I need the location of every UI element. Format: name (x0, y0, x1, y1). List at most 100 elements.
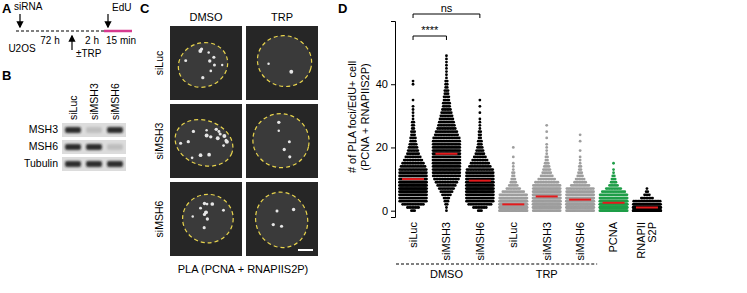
dot (445, 64, 448, 67)
micrograph (246, 26, 318, 100)
blot-band (107, 144, 123, 150)
row-label: siLuc (153, 51, 165, 76)
dot (425, 168, 428, 171)
panel-a: siRNAEdU72 h2 h15 minU2OS±TRP (8, 1, 136, 59)
dot (559, 200, 562, 203)
series (498, 146, 528, 212)
panel-letter: A (2, 1, 12, 16)
pla-spot (272, 223, 275, 226)
y-axis-line (391, 22, 396, 218)
pla-spot (204, 210, 208, 214)
pla-spot (209, 135, 212, 138)
pla-spot (222, 134, 226, 138)
tick-label: 20 (376, 141, 388, 153)
panel-c: DMSOTRPsiLucsiMSH3siMSH6PLA (PCNA + RNAP… (153, 11, 318, 275)
label: siRNA (14, 1, 43, 12)
micrograph-bg (170, 26, 242, 100)
pla-spot (199, 207, 202, 210)
dot (425, 200, 428, 203)
dot (512, 146, 515, 149)
dot (492, 184, 495, 187)
label: 72 h (40, 35, 59, 46)
pla-spot (267, 63, 269, 65)
blot-strip (62, 157, 126, 171)
dot (445, 67, 448, 70)
micrograph (246, 182, 318, 256)
pla-spot (288, 155, 291, 158)
pla-spot (280, 225, 283, 228)
pla-spot (222, 209, 225, 212)
dot (492, 193, 495, 196)
tick-mark (391, 84, 395, 85)
pla-spot (207, 153, 211, 157)
timeline-dashed (16, 30, 104, 32)
lane-label: siMSH3 (88, 83, 100, 120)
dot (478, 121, 481, 124)
pla-spot (212, 56, 215, 59)
nucleus (183, 194, 234, 243)
axis-title: # of PLA foci/EdU+ cell (346, 61, 358, 173)
dot (448, 105, 451, 108)
dot (480, 209, 483, 212)
dot (455, 181, 458, 184)
pla-spot (210, 202, 214, 206)
dot (414, 140, 417, 143)
micrograph (246, 104, 318, 178)
dot (490, 203, 493, 206)
blot-band (65, 127, 81, 133)
tick-label: 0 (382, 205, 388, 217)
dot (412, 127, 415, 130)
dot (450, 111, 453, 114)
dot (412, 99, 415, 102)
dot (453, 124, 456, 127)
dot (526, 200, 529, 203)
timeline-edu (104, 30, 132, 33)
arrow (107, 14, 108, 27)
dot (514, 181, 517, 184)
dot (458, 149, 461, 152)
mean-line (435, 153, 457, 155)
series (532, 124, 562, 212)
dot (492, 197, 495, 200)
dot (559, 203, 562, 206)
dot (452, 187, 455, 190)
tick-mark (391, 147, 395, 148)
dot (525, 200, 528, 203)
column-label: TRP (271, 11, 293, 23)
dot (456, 133, 459, 136)
dot (424, 187, 427, 190)
dot (478, 127, 481, 130)
series (432, 54, 462, 212)
micrograph-bg (170, 182, 242, 256)
pla-spot (292, 208, 295, 211)
row-label: MSH3 (29, 123, 58, 135)
pla-spot (203, 226, 206, 229)
blot-band (86, 127, 102, 133)
pla-spot (222, 144, 225, 147)
pla-spot (213, 63, 216, 66)
dot (452, 121, 455, 124)
dot (425, 178, 428, 181)
dot (512, 165, 515, 168)
dot (492, 190, 495, 193)
nucleus (248, 108, 315, 173)
dot (525, 209, 528, 212)
column-label: DMSO (190, 11, 223, 23)
pla-spot (283, 148, 286, 151)
dot (478, 99, 481, 102)
dot (457, 178, 460, 181)
pla-spot (203, 202, 206, 205)
micrograph (170, 26, 242, 100)
dot (417, 206, 420, 209)
blot-strip (62, 123, 126, 137)
pla-spot (278, 129, 280, 131)
dot (446, 203, 449, 206)
dot (482, 149, 485, 152)
dot (559, 203, 562, 206)
panel-letter: B (2, 68, 11, 83)
blot-strip (62, 140, 126, 154)
series (398, 80, 428, 212)
label: 15 min (106, 35, 136, 46)
dot (424, 184, 427, 187)
dot (479, 133, 482, 136)
